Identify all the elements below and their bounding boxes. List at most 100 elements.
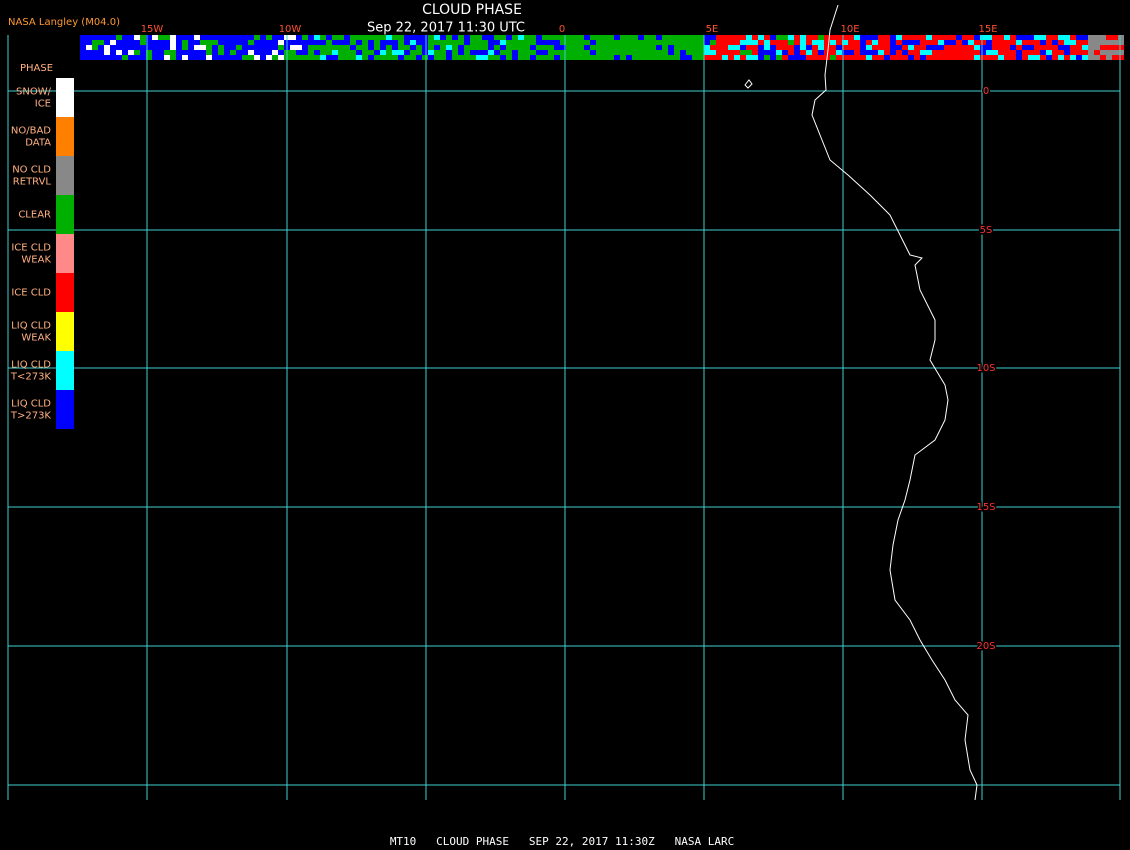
satellite-pixel [380, 40, 386, 45]
satellite-pixel [1064, 45, 1070, 50]
satellite-pixel [626, 45, 632, 50]
satellite-pixel [392, 40, 398, 45]
satellite-pixel [98, 40, 104, 45]
satellite-pixel [206, 50, 212, 55]
satellite-pixel [200, 40, 206, 45]
satellite-pixel [824, 40, 830, 45]
satellite-pixel [968, 50, 974, 55]
satellite-pixel [386, 40, 392, 45]
satellite-pixel [332, 35, 338, 40]
timestamp: Sep 22, 2017 11:30 UTC [367, 21, 525, 36]
satellite-pixel [770, 35, 776, 40]
satellite-pixel [176, 35, 182, 40]
satellite-pixel [644, 55, 650, 60]
satellite-pixel [662, 45, 668, 50]
satellite-pixel [992, 50, 998, 55]
satellite-pixel [650, 35, 656, 40]
satellite-pixel [836, 40, 842, 45]
satellite-pixel [452, 55, 458, 60]
satellite-pixel [878, 40, 884, 45]
satellite-pixel [566, 40, 572, 45]
satellite-pixel [386, 45, 392, 50]
satellite-pixel [200, 35, 206, 40]
satellite-pixel [212, 35, 218, 40]
satellite-pixel [134, 40, 140, 45]
satellite-pixel [848, 50, 854, 55]
satellite-pixel [680, 40, 686, 45]
satellite-pixel [680, 50, 686, 55]
satellite-pixel [290, 40, 296, 45]
satellite-pixel [668, 40, 674, 45]
satellite-pixel [962, 35, 968, 40]
satellite-pixel [578, 40, 584, 45]
satellite-pixel [548, 50, 554, 55]
satellite-pixel [242, 50, 248, 55]
satellite-pixel [140, 50, 146, 55]
satellite-pixel [314, 40, 320, 45]
satellite-pixel [488, 50, 494, 55]
satellite-pixel [482, 35, 488, 40]
satellite-pixel [578, 35, 584, 40]
satellite-pixel [452, 45, 458, 50]
satellite-pixel [428, 50, 434, 55]
satellite-pixel [788, 55, 794, 60]
satellite-pixel [938, 55, 944, 60]
satellite-pixel [686, 35, 692, 40]
satellite-pixel [656, 35, 662, 40]
satellite-pixel [254, 45, 260, 50]
satellite-pixel [230, 45, 236, 50]
satellite-pixel [824, 35, 830, 40]
satellite-pixel [1010, 50, 1016, 55]
satellite-pixel [860, 55, 866, 60]
satellite-pixel [938, 45, 944, 50]
satellite-pixel [338, 45, 344, 50]
satellite-pixel [470, 50, 476, 55]
satellite-pixel [494, 50, 500, 55]
satellite-pixel [296, 55, 302, 60]
satellite-pixel [602, 50, 608, 55]
satellite-pixel [242, 40, 248, 45]
satellite-pixel [422, 55, 428, 60]
satellite-pixel [944, 35, 950, 40]
satellite-pixel [812, 35, 818, 40]
legend-label: T>273K [10, 411, 52, 422]
satellite-pixel [200, 55, 206, 60]
satellite-pixel [518, 50, 524, 55]
satellite-pixel [968, 55, 974, 60]
satellite-pixel [956, 40, 962, 45]
satellite-pixel [596, 45, 602, 50]
satellite-pixel [344, 55, 350, 60]
satellite-pixel [722, 50, 728, 55]
satellite-pixel [80, 50, 86, 55]
satellite-pixel [128, 40, 134, 45]
satellite-pixel [950, 35, 956, 40]
satellite-pixel [272, 35, 278, 40]
satellite-pixel [572, 50, 578, 55]
satellite-strip [80, 35, 1124, 60]
satellite-pixel [266, 45, 272, 50]
satellite-pixel [668, 45, 674, 50]
satellite-pixel [1028, 45, 1034, 50]
satellite-pixel [806, 50, 812, 55]
satellite-pixel [872, 55, 878, 60]
satellite-pixel [770, 50, 776, 55]
satellite-pixel [116, 40, 122, 45]
satellite-pixel [482, 55, 488, 60]
satellite-pixel [932, 50, 938, 55]
satellite-pixel [1052, 35, 1058, 40]
satellite-pixel [272, 55, 278, 60]
satellite-pixel [752, 35, 758, 40]
satellite-pixel [1010, 40, 1016, 45]
source: NASA Langley (M04.0) [8, 17, 120, 28]
satellite-pixel [890, 55, 896, 60]
satellite-pixel [392, 45, 398, 50]
satellite-pixel [650, 45, 656, 50]
satellite-pixel [584, 35, 590, 40]
satellite-pixel [602, 45, 608, 50]
satellite-pixel [134, 50, 140, 55]
satellite-pixel [104, 35, 110, 40]
satellite-pixel [1004, 45, 1010, 50]
satellite-pixel [890, 50, 896, 55]
satellite-pixel [530, 40, 536, 45]
satellite-pixel [350, 50, 356, 55]
